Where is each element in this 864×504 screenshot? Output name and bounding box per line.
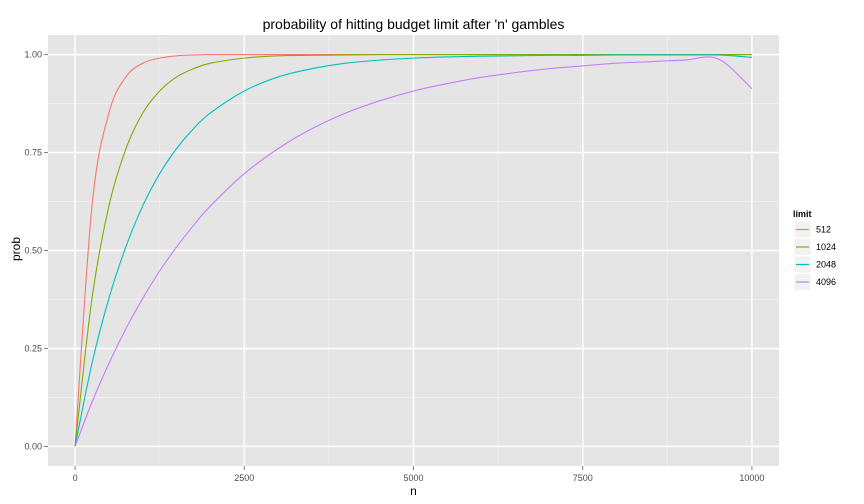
y-tick-label: 0.00 [24,441,42,451]
legend-label-2048: 2048 [816,260,836,270]
x-axis-title: n [410,484,417,498]
grid-major [48,35,779,466]
x-tick-label: 2500 [234,473,254,483]
x-tick-label: 7500 [573,473,593,483]
series-lines [74,54,753,447]
x-tick-label: 5000 [403,473,423,483]
legend-title: limit [793,209,812,219]
y-tick-label: 0.75 [24,148,42,158]
legend-label-4096: 4096 [816,277,836,287]
y-axis-title: prob [9,237,23,261]
x-tick-label: 10000 [739,473,764,483]
x-tick-label: 0 [73,473,78,483]
y-tick-label: 0.25 [24,343,42,353]
y-axis: 0.00 0.25 0.50 0.75 1.00 [24,50,48,451]
y-tick-label: 0.50 [24,246,42,256]
series-line-2048 [74,54,752,447]
legend: limit 512 1024 2048 4096 [793,209,836,291]
y-tick-label: 1.00 [24,50,42,60]
x-axis: 0 2500 5000 7500 10000 [73,466,764,483]
chart-title: probability of hitting budget limit afte… [263,16,565,32]
legend-label-512: 512 [816,225,831,235]
legend-label-1024: 1024 [816,242,836,252]
series-line-4096 [74,56,753,447]
